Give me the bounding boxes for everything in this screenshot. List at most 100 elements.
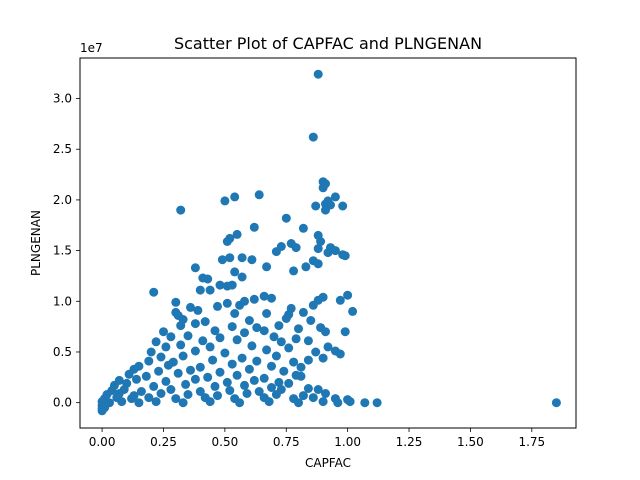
- scatter-point: [254, 387, 264, 396]
- scatter-point: [235, 300, 245, 310]
- scatter-point: [232, 335, 242, 345]
- scatter-point: [230, 309, 240, 318]
- x-tick-label: 1.50: [457, 435, 484, 449]
- scatter-point: [181, 379, 191, 389]
- scatter-point: [281, 314, 291, 323]
- scatter-point: [303, 355, 313, 365]
- scatter-point: [294, 324, 303, 334]
- scatter-point: [247, 255, 257, 265]
- scatter-point: [318, 183, 328, 193]
- scatter-point: [222, 377, 232, 387]
- scatter-point: [252, 323, 262, 333]
- scatter-point: [244, 364, 254, 374]
- scatter-point: [151, 337, 161, 347]
- scatter-point: [276, 337, 286, 347]
- scatter-point: [306, 316, 316, 325]
- scatter-point: [195, 285, 205, 295]
- scatter-point: [313, 385, 323, 394]
- scatter-point: [296, 371, 306, 381]
- scatter-point: [303, 384, 313, 393]
- scatter-point: [144, 393, 154, 403]
- scatter-point: [259, 373, 269, 383]
- scatter-point: [203, 274, 213, 284]
- scatter-point: [323, 248, 333, 258]
- scatter-point: [176, 321, 186, 331]
- scatter-point: [249, 222, 259, 232]
- scatter-point: [205, 397, 215, 407]
- scatter-point: [176, 340, 186, 350]
- scatter-point: [551, 398, 561, 408]
- x-tick-label: 1.75: [518, 435, 545, 449]
- y-tick-label: 0.5: [53, 345, 72, 359]
- scatter-point: [213, 301, 222, 311]
- scatter-point: [232, 229, 242, 239]
- scatter-point: [252, 356, 262, 366]
- scatter-point: [144, 356, 154, 366]
- scatter-point: [195, 387, 205, 396]
- plot-points: [97, 69, 561, 416]
- scatter-point: [289, 357, 299, 367]
- scatter-point: [237, 353, 247, 363]
- scatter-point: [291, 243, 301, 253]
- scatter-point: [333, 398, 343, 408]
- scatter-point: [271, 247, 281, 257]
- scatter-point: [225, 386, 235, 395]
- scatter-point: [154, 366, 164, 376]
- x-axis: 0.00 0.25 0.50 0.75 1.00 1.25 1.50 1.75: [89, 428, 545, 449]
- x-tick-label: 0.00: [89, 435, 116, 449]
- scatter-point: [230, 267, 240, 277]
- scatter-point: [247, 341, 257, 351]
- scatter-point: [308, 132, 318, 142]
- scatter-point: [360, 398, 370, 408]
- scatter-point: [190, 263, 200, 273]
- y-tick-label: 1.0: [53, 294, 72, 308]
- scatter-point: [222, 298, 232, 308]
- scatter-point: [279, 366, 289, 376]
- scatter-point: [171, 297, 181, 307]
- scatter-point: [335, 349, 345, 359]
- scatter-point: [159, 327, 168, 337]
- scatter-point: [186, 302, 195, 312]
- scatter-point: [198, 336, 208, 346]
- scatter-point: [335, 295, 345, 305]
- scatter-point: [227, 359, 237, 369]
- scatter-point: [227, 280, 237, 290]
- scatter-point: [217, 255, 227, 265]
- scatter-point: [225, 253, 235, 263]
- scatter-point: [222, 237, 232, 246]
- scatter-point: [215, 367, 225, 377]
- scatter-point: [200, 317, 210, 327]
- scatter-point: [141, 371, 151, 381]
- scatter-point: [183, 331, 193, 341]
- y-axis-label: PLNGENAN: [29, 210, 43, 276]
- y-tick-label: 2.0: [53, 193, 72, 207]
- scatter-point: [220, 348, 230, 358]
- scatter-point: [156, 389, 166, 398]
- scatter-point: [298, 223, 308, 233]
- scatter-point: [124, 369, 134, 379]
- scatter-point: [254, 190, 264, 200]
- scatter-point: [195, 362, 205, 372]
- scatter-point: [284, 343, 294, 353]
- scatter-point: [274, 377, 284, 387]
- scatter-point: [149, 287, 159, 297]
- scatter-point: [262, 309, 272, 318]
- scatter-point: [340, 251, 350, 261]
- scatter-point: [190, 374, 200, 384]
- scatter-point: [313, 244, 323, 254]
- scatter-point: [161, 376, 171, 386]
- scatter-point: [151, 397, 161, 407]
- scatter-point: [330, 246, 340, 256]
- scatter-point: [178, 351, 188, 361]
- x-tick-label: 0.75: [273, 435, 300, 449]
- y-tick-label: 0.0: [53, 396, 72, 410]
- scatter-point: [321, 389, 330, 398]
- scatter-point: [127, 394, 137, 404]
- scatter-point: [348, 306, 358, 316]
- y-tick-label: 2.5: [53, 142, 72, 156]
- scatter-point: [249, 294, 259, 304]
- scatter-point: [345, 397, 355, 407]
- scatter-point: [146, 347, 156, 357]
- scatter-point: [176, 205, 186, 215]
- scatter-point: [215, 280, 225, 290]
